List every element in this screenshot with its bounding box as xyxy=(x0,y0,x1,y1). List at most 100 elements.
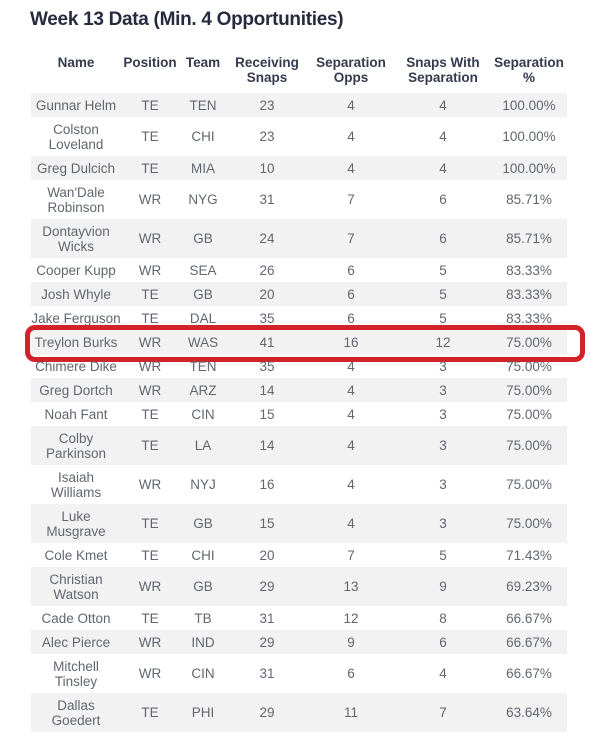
cell-separation_opps: 4 xyxy=(347,406,355,422)
cell-name: Greg Dulcich xyxy=(36,160,116,176)
cell-team: GB xyxy=(193,579,213,594)
cell-separation_opps: 7 xyxy=(347,231,355,246)
cell-snaps_with_separation: 6 xyxy=(439,231,447,246)
cell-separation_opps: 6 xyxy=(347,666,355,681)
cell-position: WR xyxy=(138,262,162,278)
column-header-separation_pct: Separation % xyxy=(494,55,564,85)
table-row: Cole Kmet TE CHI 20 7 5 71.43% xyxy=(31,543,567,567)
cell-separation_opps: 4 xyxy=(347,438,355,453)
cell-team: CIN xyxy=(191,406,215,422)
cell-receiving_snaps: 29 xyxy=(259,634,275,650)
table-row: Gunnar Helm TE TEN 23 4 4 100.00% xyxy=(31,93,567,117)
table-header-row: Name Position Team Receiving Snaps Separatio… xyxy=(31,50,567,93)
cell-snaps_with_separation: 5 xyxy=(439,310,447,326)
cell-team: NYJ xyxy=(190,477,216,492)
cell-team: NYG xyxy=(188,192,218,207)
cell-name: Noah Fant xyxy=(44,406,108,422)
cell-separation_pct: 100.00% xyxy=(502,160,556,176)
column-header-receiving_snaps: Receiving Snaps xyxy=(235,55,299,85)
cell-position: TE xyxy=(141,406,159,422)
cell-snaps_with_separation: 4 xyxy=(439,666,447,681)
cell-separation_pct: 75.00% xyxy=(506,334,552,350)
cell-team: TEN xyxy=(189,358,217,374)
table-row: Greg Dulcich TE MIA 10 4 4 100.00% xyxy=(31,156,567,180)
column-header-team: Team xyxy=(185,55,221,70)
cell-snaps_with_separation: 5 xyxy=(439,286,447,302)
table-row: Alec Pierce WR IND 29 9 6 66.67% xyxy=(31,630,567,654)
page-title: Week 13 Data (Min. 4 Opportunities) xyxy=(30,9,344,30)
cell-position: WR xyxy=(138,192,162,207)
cell-team: WAS xyxy=(187,334,219,350)
table-body: Gunnar Helm TE TEN 23 4 4 100.00% Colston Lovel… xyxy=(25,93,585,732)
table-row: Noah Fant TE CIN 15 4 3 75.00% xyxy=(31,402,567,426)
cell-position: TE xyxy=(141,705,159,720)
cell-separation_pct: 66.67% xyxy=(506,610,552,626)
cell-receiving_snaps: 31 xyxy=(259,610,275,626)
table-row: Jake Ferguson TE DAL 35 6 5 83.33% xyxy=(31,306,567,330)
cell-snaps_with_separation: 6 xyxy=(439,634,447,650)
cell-name: Josh Whyle xyxy=(41,286,111,302)
cell-receiving_snaps: 16 xyxy=(259,477,275,492)
cell-snaps_with_separation: 3 xyxy=(439,438,447,453)
table-row: Chimere Dike WR TEN 35 4 3 75.00% xyxy=(31,354,567,378)
cell-snaps_with_separation: 7 xyxy=(439,705,447,720)
cell-separation_opps: 9 xyxy=(347,634,355,650)
cell-receiving_snaps: 14 xyxy=(259,382,275,398)
cell-team: ARZ xyxy=(189,382,217,398)
cell-receiving_snaps: 15 xyxy=(259,406,275,422)
cell-position: WR xyxy=(138,231,162,246)
cell-position: TE xyxy=(141,129,159,144)
cell-separation_opps: 4 xyxy=(347,516,355,531)
cell-separation_pct: 100.00% xyxy=(502,129,556,144)
cell-snaps_with_separation: 3 xyxy=(439,516,447,531)
cell-team: TEN xyxy=(189,97,217,113)
cell-snaps_with_separation: 3 xyxy=(439,477,447,492)
cell-team: MIA xyxy=(190,160,215,176)
cell-snaps_with_separation: 5 xyxy=(439,547,447,563)
cell-position: TE xyxy=(141,310,159,326)
cell-name: Chimere Dike xyxy=(35,358,117,374)
cell-snaps_with_separation: 9 xyxy=(439,579,447,594)
cell-receiving_snaps: 23 xyxy=(259,97,275,113)
cell-separation_pct: 83.33% xyxy=(506,262,552,278)
cell-position: WR xyxy=(138,579,162,594)
cell-name: Gunnar Helm xyxy=(35,97,117,113)
cell-name: Treylon Burks xyxy=(34,334,118,350)
table-row: Colston Loveland TE CHI 23 4 4 100.00% xyxy=(31,117,567,156)
cell-snaps_with_separation: 8 xyxy=(439,610,447,626)
cell-separation_opps: 16 xyxy=(343,334,359,350)
cell-separation_pct: 66.67% xyxy=(506,666,552,681)
table-row: Cooper Kupp WR SEA 26 6 5 83.33% xyxy=(31,258,567,282)
cell-position: WR xyxy=(138,334,162,350)
cell-position: TE xyxy=(141,547,159,563)
cell-separation_pct: 75.00% xyxy=(506,477,552,492)
table-row: Isaiah Williams WR NYJ 16 4 3 75.00% xyxy=(31,465,567,504)
cell-separation_opps: 4 xyxy=(347,358,355,374)
cell-separation_opps: 6 xyxy=(347,262,355,278)
cell-separation_pct: 71.43% xyxy=(506,547,552,563)
cell-team: CIN xyxy=(191,666,215,681)
cell-position: WR xyxy=(138,666,162,681)
cell-name: Colby Parkinson xyxy=(45,430,107,461)
cell-snaps_with_separation: 6 xyxy=(439,192,447,207)
cell-receiving_snaps: 20 xyxy=(259,286,275,302)
cell-separation_opps: 6 xyxy=(347,310,355,326)
cell-separation_opps: 11 xyxy=(343,705,358,720)
cell-team: CHI xyxy=(191,129,215,144)
cell-team: GB xyxy=(193,286,213,302)
cell-snaps_with_separation: 3 xyxy=(439,358,447,374)
column-header-position: Position xyxy=(123,55,177,70)
cell-snaps_with_separation: 4 xyxy=(439,97,447,113)
cell-position: TE xyxy=(141,438,159,453)
cell-team: IND xyxy=(191,634,215,650)
cell-position: WR xyxy=(138,634,162,650)
cell-receiving_snaps: 29 xyxy=(259,705,275,720)
cell-name: Mitchell Tinsley xyxy=(53,658,99,689)
cell-separation_opps: 12 xyxy=(343,610,359,626)
cell-name: Cooper Kupp xyxy=(36,262,116,278)
cell-receiving_snaps: 14 xyxy=(259,438,275,453)
cell-receiving_snaps: 31 xyxy=(259,666,275,681)
data-table: Name Position Team Receiving Snaps Separatio… xyxy=(25,50,585,732)
cell-separation_pct: 83.33% xyxy=(506,310,552,326)
cell-name: Cade Otton xyxy=(41,610,111,626)
